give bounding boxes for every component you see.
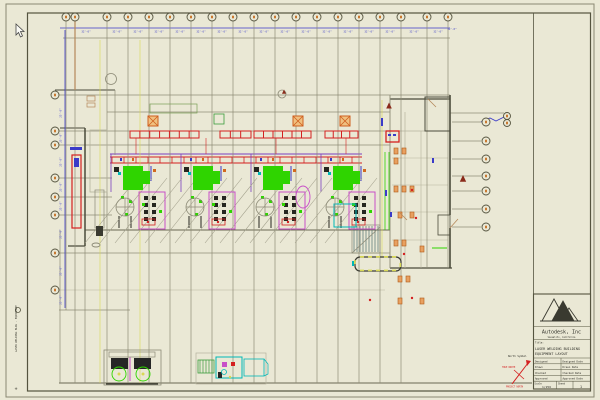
field-checked-date: Checked Date (563, 371, 582, 375)
field-drawn: Drawn (535, 365, 543, 369)
plan-drawing: 32'-0" 32'-0" 32'-0" 32'-0" 32'-0" 32'-0" 32'-… (5, 3, 595, 398)
true-north-label: TRUE NORTH (502, 366, 516, 369)
sheet-label: Sheet (558, 382, 566, 385)
svg-text:32'-0": 32'-0" (343, 30, 353, 34)
svg-text:25'-0": 25'-0" (59, 201, 63, 211)
company-address: Sausalito, California (548, 336, 576, 339)
svg-text:32'-0": 32'-0" (280, 30, 290, 34)
svg-text:32'-0": 32'-0" (409, 30, 419, 34)
north-symbol-label: North Symbol (508, 354, 527, 358)
scale-value: 1/256 (542, 385, 551, 389)
svg-text:32'-0": 32'-0" (259, 30, 269, 34)
svg-text:32'-0": 32'-0" (433, 30, 443, 34)
field-drawn-date: Drawn Date (563, 365, 579, 369)
svg-text:25'-0": 25'-0" (59, 108, 63, 118)
project-north-label: PROJECT NORTH (506, 386, 524, 389)
field-approved-date: Approved Date (563, 377, 584, 381)
svg-text:32'-0": 32'-0" (217, 30, 227, 34)
title-block: Autodesk, Inc Sausalito, California Titl… (532, 293, 592, 390)
svg-text:25'-0": 25'-0" (59, 229, 63, 239)
svg-text:32'-0": 32'-0" (175, 30, 185, 34)
svg-text:32'-0": 32'-0" (301, 30, 311, 34)
svg-text:32'-0": 32'-0" (322, 30, 332, 34)
svg-text:32'-0": 32'-0" (81, 30, 91, 34)
north-arrow-icon (526, 360, 531, 366)
mouse-cursor-icon (15, 23, 26, 38)
margin-vertical-text: LASER WELDING BLDG - EQUIPMENT (14, 305, 18, 352)
title-label: Title: (535, 342, 544, 345)
scale-label: Scale (535, 382, 543, 385)
svg-text:32'-0": 32'-0" (447, 27, 457, 31)
drawing-title-line1: LASER WELDING BUILDING (535, 347, 580, 351)
svg-text:25'-0": 25'-0" (59, 182, 63, 192)
svg-text:32'-0": 32'-0" (133, 30, 143, 34)
svg-text:25'-0": 25'-0" (59, 157, 63, 167)
sheet-number: 1 (580, 385, 582, 389)
svg-text:32'-0": 32'-0" (385, 30, 395, 34)
company-name: Autodesk, Inc (542, 330, 581, 336)
field-designed: Designed (535, 359, 548, 363)
svg-text:32'-0": 32'-0" (112, 30, 122, 34)
north-symbol: North Symbol TRUE NORTH PROJECT NORTH (502, 354, 531, 389)
svg-text:32'-0": 32'-0" (238, 30, 248, 34)
svg-text:25'-0": 25'-0" (59, 133, 63, 143)
field-designed-date: Designed Date (563, 359, 584, 363)
field-checked: Checked (535, 371, 546, 375)
svg-text:25'-0": 25'-0" (59, 266, 63, 276)
autodesk-logo-icon (540, 298, 581, 322)
drawing-title-line2: EQUIPMENT LAYOUT (535, 352, 568, 356)
svg-text:32'-0": 32'-0" (196, 30, 206, 34)
field-approved: Approved (535, 377, 548, 381)
margin-star-icon: ✳ (15, 386, 18, 392)
svg-text:25'-0": 25'-0" (59, 295, 63, 305)
margin-items: LASER WELDING BLDG - EQUIPMENT ✳ (14, 305, 18, 392)
svg-text:32'-0": 32'-0" (364, 30, 374, 34)
svg-text:32'-0": 32'-0" (154, 30, 164, 34)
